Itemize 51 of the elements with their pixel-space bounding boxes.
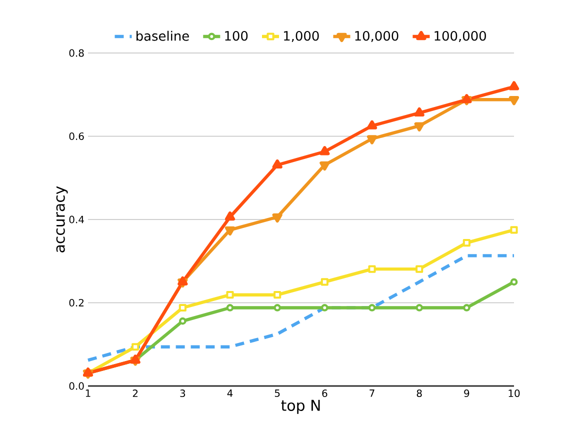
point (416, 265, 424, 273)
point (320, 161, 330, 171)
x-tick-label: 8 (416, 390, 422, 398)
point (132, 343, 140, 351)
point (510, 226, 518, 234)
x-tick-label: 10 (508, 390, 520, 398)
point (272, 213, 282, 223)
x-tick-label: 2 (132, 390, 138, 397)
point (178, 317, 186, 325)
point (416, 304, 424, 312)
point (224, 226, 236, 236)
point (224, 211, 236, 221)
point (226, 304, 234, 312)
point (510, 278, 518, 286)
y-tick-label: 0.8 (69, 49, 84, 57)
x-tick-label: 9 (464, 390, 470, 398)
y-tick-label: 0.2 (69, 298, 84, 307)
point (462, 239, 470, 247)
legend-label: 10,000 (355, 30, 398, 42)
point (368, 304, 376, 312)
point (366, 120, 378, 130)
y-tick-label: 0.6 (69, 132, 84, 140)
point (508, 81, 520, 90)
point (320, 304, 328, 312)
point (272, 159, 282, 169)
point (320, 146, 330, 156)
y-tick-label: 0.4 (69, 216, 84, 224)
point (226, 291, 234, 299)
legend-label: 1,000 (284, 30, 319, 42)
x-tick-label: 6 (322, 390, 328, 398)
y-axis-title: accuracy (56, 186, 68, 252)
x-tick-label: 1 (86, 390, 90, 397)
point (274, 291, 282, 299)
point (414, 107, 424, 117)
x-tick-label: 5 (274, 390, 280, 397)
point (178, 304, 186, 312)
x-tick-label: 7 (370, 390, 374, 397)
x-tick-label: 3 (180, 390, 186, 398)
x-axis-title: top N (281, 400, 320, 414)
point (368, 265, 376, 273)
point (366, 135, 378, 144)
point (462, 304, 470, 312)
y-tick-label: 0.0 (69, 382, 84, 390)
legend-label: 100 (225, 30, 248, 41)
legend-label: baseline (136, 30, 189, 41)
x-tick-label: 4 (227, 390, 233, 397)
legend-label: 100,000 (434, 30, 486, 42)
point (274, 304, 282, 312)
point (320, 278, 328, 286)
point (508, 96, 520, 106)
point (414, 122, 424, 132)
